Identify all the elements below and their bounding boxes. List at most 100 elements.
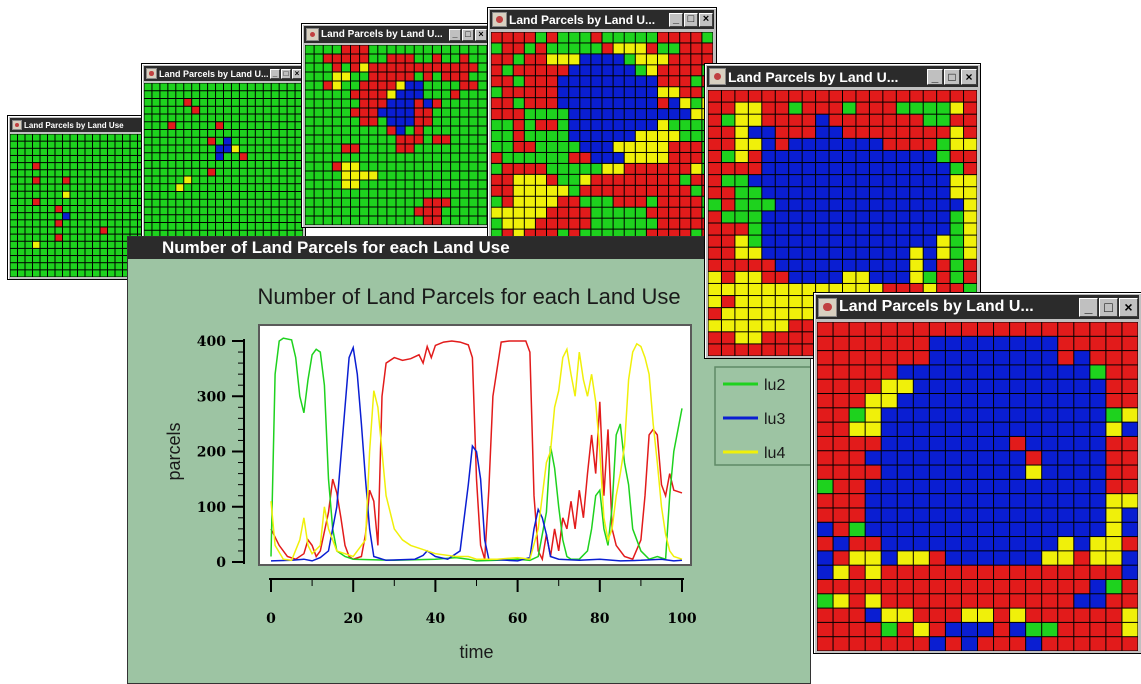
parcel-cell <box>130 227 137 234</box>
parcel-cell <box>160 99 168 106</box>
grid-window-6[interactable]: Land Parcels by Land U... _ □ × <box>813 292 1141 654</box>
parcel-cell <box>881 394 897 408</box>
grid-window-3[interactable]: Land Parcels by Land U... _ □ × <box>301 23 491 228</box>
parcel-cell <box>691 131 702 141</box>
parcel-cell <box>239 91 247 98</box>
parcel-cell <box>152 192 160 199</box>
parcel-cell <box>478 171 487 180</box>
parcel-cell <box>624 174 635 185</box>
parcel-cell <box>63 163 70 170</box>
parcel-cell <box>829 138 842 150</box>
parcel-cell <box>478 45 487 54</box>
parcel-cell <box>332 108 341 117</box>
parcel-cell <box>323 171 332 180</box>
parcel-cell <box>613 76 624 87</box>
minimize-button[interactable]: _ <box>1079 297 1098 317</box>
parcel-cell <box>369 198 378 207</box>
parcel-cell <box>63 227 70 234</box>
parcel-cell <box>323 63 332 72</box>
parcel-cell <box>978 537 994 551</box>
parcel-cell <box>423 162 432 171</box>
title-bar[interactable]: Land Parcels by Land U... _ □ × <box>144 66 303 81</box>
parcel-cell <box>1106 436 1122 451</box>
close-button[interactable]: × <box>1119 297 1138 317</box>
parcel-cell <box>55 234 62 241</box>
maximize-button[interactable]: □ <box>684 12 698 27</box>
parcel-cell <box>945 551 961 565</box>
grid-window-2[interactable]: Land Parcels by Land U... _ □ × <box>141 63 306 241</box>
parcel-cell <box>123 148 130 155</box>
parcel-cell <box>1106 422 1122 436</box>
minimize-button[interactable]: _ <box>927 68 943 85</box>
parcel-cell <box>502 98 513 109</box>
parcel-cell <box>762 138 775 150</box>
parcel-cell <box>295 215 303 222</box>
parcel-cell <box>881 622 897 637</box>
parcel-cell <box>295 161 303 168</box>
parcel-cell <box>305 63 314 72</box>
parcel-cell <box>18 263 25 270</box>
parcel-cell <box>423 81 432 90</box>
y-tick-label: 0 <box>216 555 226 571</box>
parcel-cell <box>817 451 833 465</box>
parcel-cell <box>152 137 160 145</box>
minimize-button[interactable]: _ <box>669 12 683 27</box>
parcel-cell <box>708 259 721 271</box>
maximize-button[interactable]: □ <box>281 68 291 79</box>
parcel-cell <box>896 163 910 175</box>
parcel-cell <box>341 198 350 207</box>
grid-window-4[interactable]: Land Parcels by Land U... _ □ × <box>487 7 717 254</box>
parcel-cell <box>748 223 762 235</box>
parcel-cell <box>624 152 635 163</box>
parcel-cell <box>658 120 669 131</box>
parcel-cell <box>263 114 271 122</box>
parcel-cell <box>341 171 350 180</box>
chart-window-title-bar[interactable]: Number of Land Parcels for each Land Use <box>128 237 810 259</box>
parcel-cell <box>239 230 247 238</box>
parcel-cell <box>432 162 441 171</box>
parcel-cell <box>423 108 432 117</box>
title-bar[interactable]: Land Parcels by Land U... _ □ × <box>304 26 488 43</box>
parcel-cell <box>469 198 478 207</box>
minimize-button[interactable]: _ <box>449 28 461 41</box>
parcel-cell <box>184 99 192 106</box>
title-bar[interactable]: Land Parcels by Land U... _ □ × <box>707 66 978 87</box>
parcel-cell <box>923 199 937 211</box>
close-button[interactable]: × <box>699 12 713 27</box>
parcel-cell <box>423 171 432 180</box>
parcel-cell <box>869 235 883 247</box>
parcel-cell <box>341 90 350 99</box>
parcel-cell <box>646 54 657 65</box>
parcel-cell <box>591 185 602 196</box>
maximize-button[interactable]: □ <box>944 68 960 85</box>
x-tick-label: 0 <box>266 611 276 627</box>
parcel-cell <box>502 65 513 76</box>
parcel-cell <box>432 144 441 153</box>
maximize-button[interactable]: □ <box>1099 297 1118 317</box>
minimize-button[interactable]: _ <box>270 68 280 79</box>
parcel-cell <box>63 234 70 241</box>
parcel-cell <box>910 126 923 138</box>
parcel-cell <box>216 184 223 191</box>
title-bar[interactable]: Land Parcels by Land U... _ □ × <box>490 10 714 29</box>
parcel-cell <box>833 365 849 379</box>
parcel-cell <box>721 126 735 138</box>
parcel-cell <box>1106 465 1122 479</box>
parcel-cell <box>332 189 341 198</box>
parcel-cell <box>762 235 775 247</box>
close-button[interactable]: × <box>475 28 487 41</box>
close-button[interactable]: × <box>961 68 977 85</box>
parcel-cell <box>469 72 478 81</box>
chart-window[interactable]: Number of Land Parcels for each Land Use… <box>127 236 811 684</box>
title-bar[interactable]: Land Parcels by Land Use <box>10 118 160 132</box>
parcel-cell <box>865 379 881 394</box>
parcel-cell <box>865 537 881 551</box>
parcel-cell <box>130 220 137 227</box>
title-bar[interactable]: Land Parcels by Land U... _ □ × <box>816 295 1139 319</box>
maximize-button[interactable]: □ <box>462 28 474 41</box>
parcel-cell <box>130 148 137 155</box>
parcel-cell <box>680 131 691 141</box>
parcel-cell <box>658 207 669 218</box>
parcel-cell <box>789 259 802 271</box>
parcel-cell <box>396 180 405 189</box>
